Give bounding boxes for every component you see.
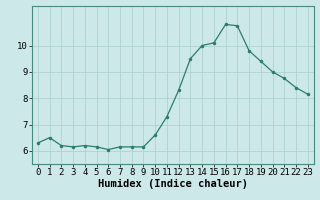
X-axis label: Humidex (Indice chaleur): Humidex (Indice chaleur)	[98, 179, 248, 189]
